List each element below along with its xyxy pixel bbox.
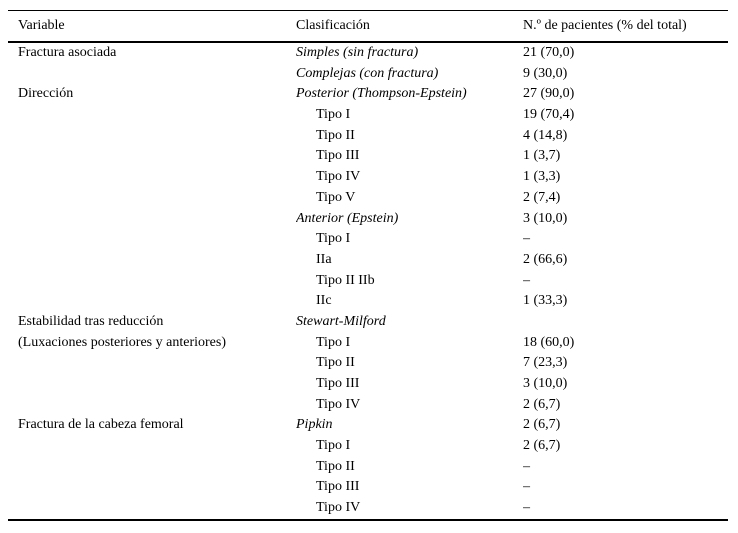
clasificacion-cell: Stewart-Milford [296, 313, 386, 329]
table-row: Tipo III 3 (10,0) [8, 374, 728, 395]
clasificacion-cell: Tipo I [316, 334, 351, 350]
table-row: Tipo II 4 (14,8) [8, 126, 728, 147]
table-row: Tipo II – [8, 457, 728, 478]
pacientes-cell: 2 (66,6) [523, 251, 568, 267]
table-row: Tipo III 1 (3,7) [8, 146, 728, 167]
table-row: Tipo I – [8, 229, 728, 250]
pacientes-cell: – [523, 479, 530, 495]
clinical-variables-table: Variable Clasificación N.º de pacientes … [8, 10, 728, 521]
clasificacion-cell: Tipo I [316, 231, 351, 247]
clasificacion-cell: IIc [316, 293, 332, 309]
pacientes-cell: 3 (10,0) [523, 376, 568, 391]
table-row: Fractura de la cabeza femoral Pipkin 2 (… [8, 415, 728, 436]
table-row: Tipo V 2 (7,4) [8, 188, 728, 209]
pacientes-cell: 2 (6,7) [523, 417, 561, 433]
clasificacion-cell: Tipo II IIb [316, 272, 375, 288]
clasificacion-cell: Tipo II [316, 458, 355, 474]
table-row: Tipo IV – [8, 498, 728, 519]
column-header-clasificacion: Clasificación [296, 17, 370, 33]
table-row: (Luxaciones posteriores y anteriores) Ti… [8, 333, 728, 354]
pacientes-cell: – [523, 458, 530, 474]
variable-cell: Dirección [18, 86, 74, 102]
variable-cell: (Luxaciones posteriores y anteriores) [18, 334, 226, 350]
table-row: Tipo I 2 (6,7) [8, 436, 728, 457]
table-row: Tipo IV 1 (3,3) [8, 167, 728, 188]
table-row: Tipo II IIb – [8, 271, 728, 292]
pacientes-cell: 3 (10,0) [523, 210, 568, 226]
clasificacion-cell: IIa [316, 251, 332, 267]
variable-cell: Estabilidad tras reducción [18, 313, 164, 329]
clasificacion-cell: Pipkin [296, 417, 333, 433]
pacientes-cell: 1 (3,3) [523, 169, 561, 185]
pacientes-cell: 2 (6,7) [523, 396, 561, 412]
table-row: Fractura asociada Simples (sin fractura)… [8, 43, 728, 64]
table-row: Tipo II 7 (23,3) [8, 353, 728, 374]
clasificacion-cell: Simples (sin fractura) [296, 45, 419, 60]
table-body: Fractura asociada Simples (sin fractura)… [8, 43, 728, 519]
pacientes-cell: 4 (14,8) [523, 127, 568, 143]
pacientes-cell: 7 (23,3) [523, 355, 568, 371]
clasificacion-cell: Anterior (Epstein) [296, 210, 399, 226]
pacientes-cell: 1 (3,7) [523, 148, 561, 164]
clasificacion-cell: Tipo I [316, 107, 351, 123]
table-row: IIc 1 (33,3) [8, 291, 728, 312]
clasificacion-cell: Tipo III [316, 148, 360, 164]
clasificacion-cell: Tipo IV [316, 396, 361, 412]
variable-cell: Fractura de la cabeza femoral [18, 417, 184, 433]
clasificacion-cell: Complejas (con fractura) [296, 65, 439, 81]
table-row: Tipo III – [8, 477, 728, 498]
table-row: Estabilidad tras reducción Stewart-Milfo… [8, 312, 728, 333]
table-row: Anterior (Epstein) 3 (10,0) [8, 209, 728, 230]
clasificacion-cell: Tipo V [316, 189, 356, 205]
pacientes-cell: 9 (30,0) [523, 65, 568, 81]
column-header-variable: Variable [18, 17, 65, 33]
clasificacion-cell: Tipo III [316, 479, 360, 495]
pacientes-cell: 18 (60,0) [523, 334, 575, 350]
table-row: Tipo IV 2 (6,7) [8, 395, 728, 416]
clasificacion-cell: Tipo II [316, 355, 355, 371]
column-header-pacientes: N.º de pacientes (% del total) [523, 17, 687, 33]
pacientes-cell: – [523, 272, 530, 288]
pacientes-cell: 1 (33,3) [523, 293, 568, 309]
pacientes-cell: 27 (90,0) [523, 86, 575, 102]
clasificacion-cell: Tipo II [316, 127, 355, 143]
clasificacion-cell: Tipo IV [316, 500, 361, 516]
table-row: IIa 2 (66,6) [8, 250, 728, 271]
clasificacion-cell: Tipo IV [316, 169, 361, 185]
clasificacion-cell: Tipo III [316, 376, 360, 391]
pacientes-cell: 19 (70,4) [523, 107, 575, 123]
pacientes-cell: 21 (70,0) [523, 45, 575, 60]
pacientes-cell: 2 (7,4) [523, 189, 561, 205]
pacientes-cell: 2 (6,7) [523, 438, 561, 454]
table-header-row: Variable Clasificación N.º de pacientes … [8, 11, 728, 43]
pacientes-cell: – [523, 500, 530, 516]
variable-cell: Fractura asociada [18, 45, 117, 60]
table-row: Tipo I 19 (70,4) [8, 105, 728, 126]
pacientes-cell: – [523, 231, 530, 247]
clasificacion-cell: Tipo I [316, 438, 351, 454]
table-row: Complejas (con fractura) 9 (30,0) [8, 64, 728, 85]
table-row: Dirección Posterior (Thompson-Epstein) 2… [8, 84, 728, 105]
clasificacion-cell: Posterior (Thompson-Epstein) [296, 86, 467, 102]
